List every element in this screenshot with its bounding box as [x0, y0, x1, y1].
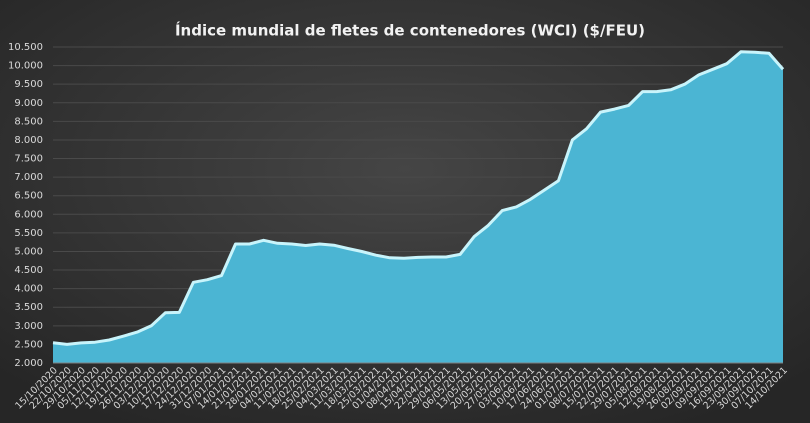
- y-tick-label: 8.000: [14, 135, 43, 146]
- chart-title: Índice mundial de fletes de contenedores…: [175, 21, 645, 40]
- y-tick-label: 8.500: [14, 116, 43, 127]
- y-tick-label: 9.000: [14, 98, 43, 109]
- area: [53, 51, 783, 364]
- y-tick-label: 3.000: [14, 321, 43, 332]
- y-tick-label: 6.500: [14, 191, 43, 202]
- y-tick-label: 10.500: [8, 42, 43, 53]
- y-tick-label: 5.000: [14, 246, 43, 257]
- y-tick-label: 9.500: [14, 79, 43, 90]
- y-tick-label: 2.500: [14, 339, 43, 350]
- y-tick-label: 10.000: [8, 61, 43, 72]
- y-tick-label: 7.500: [14, 154, 43, 165]
- y-tick-label: 3.500: [14, 302, 43, 313]
- y-tick-label: 6.000: [14, 209, 43, 220]
- y-tick-label: 4.000: [14, 284, 43, 295]
- y-tick-label: 5.500: [14, 228, 43, 239]
- y-tick-label: 2.000: [14, 358, 43, 369]
- y-tick-label: 7.000: [14, 172, 43, 183]
- line: [52, 50, 785, 346]
- y-tick-label: 4.500: [14, 265, 43, 276]
